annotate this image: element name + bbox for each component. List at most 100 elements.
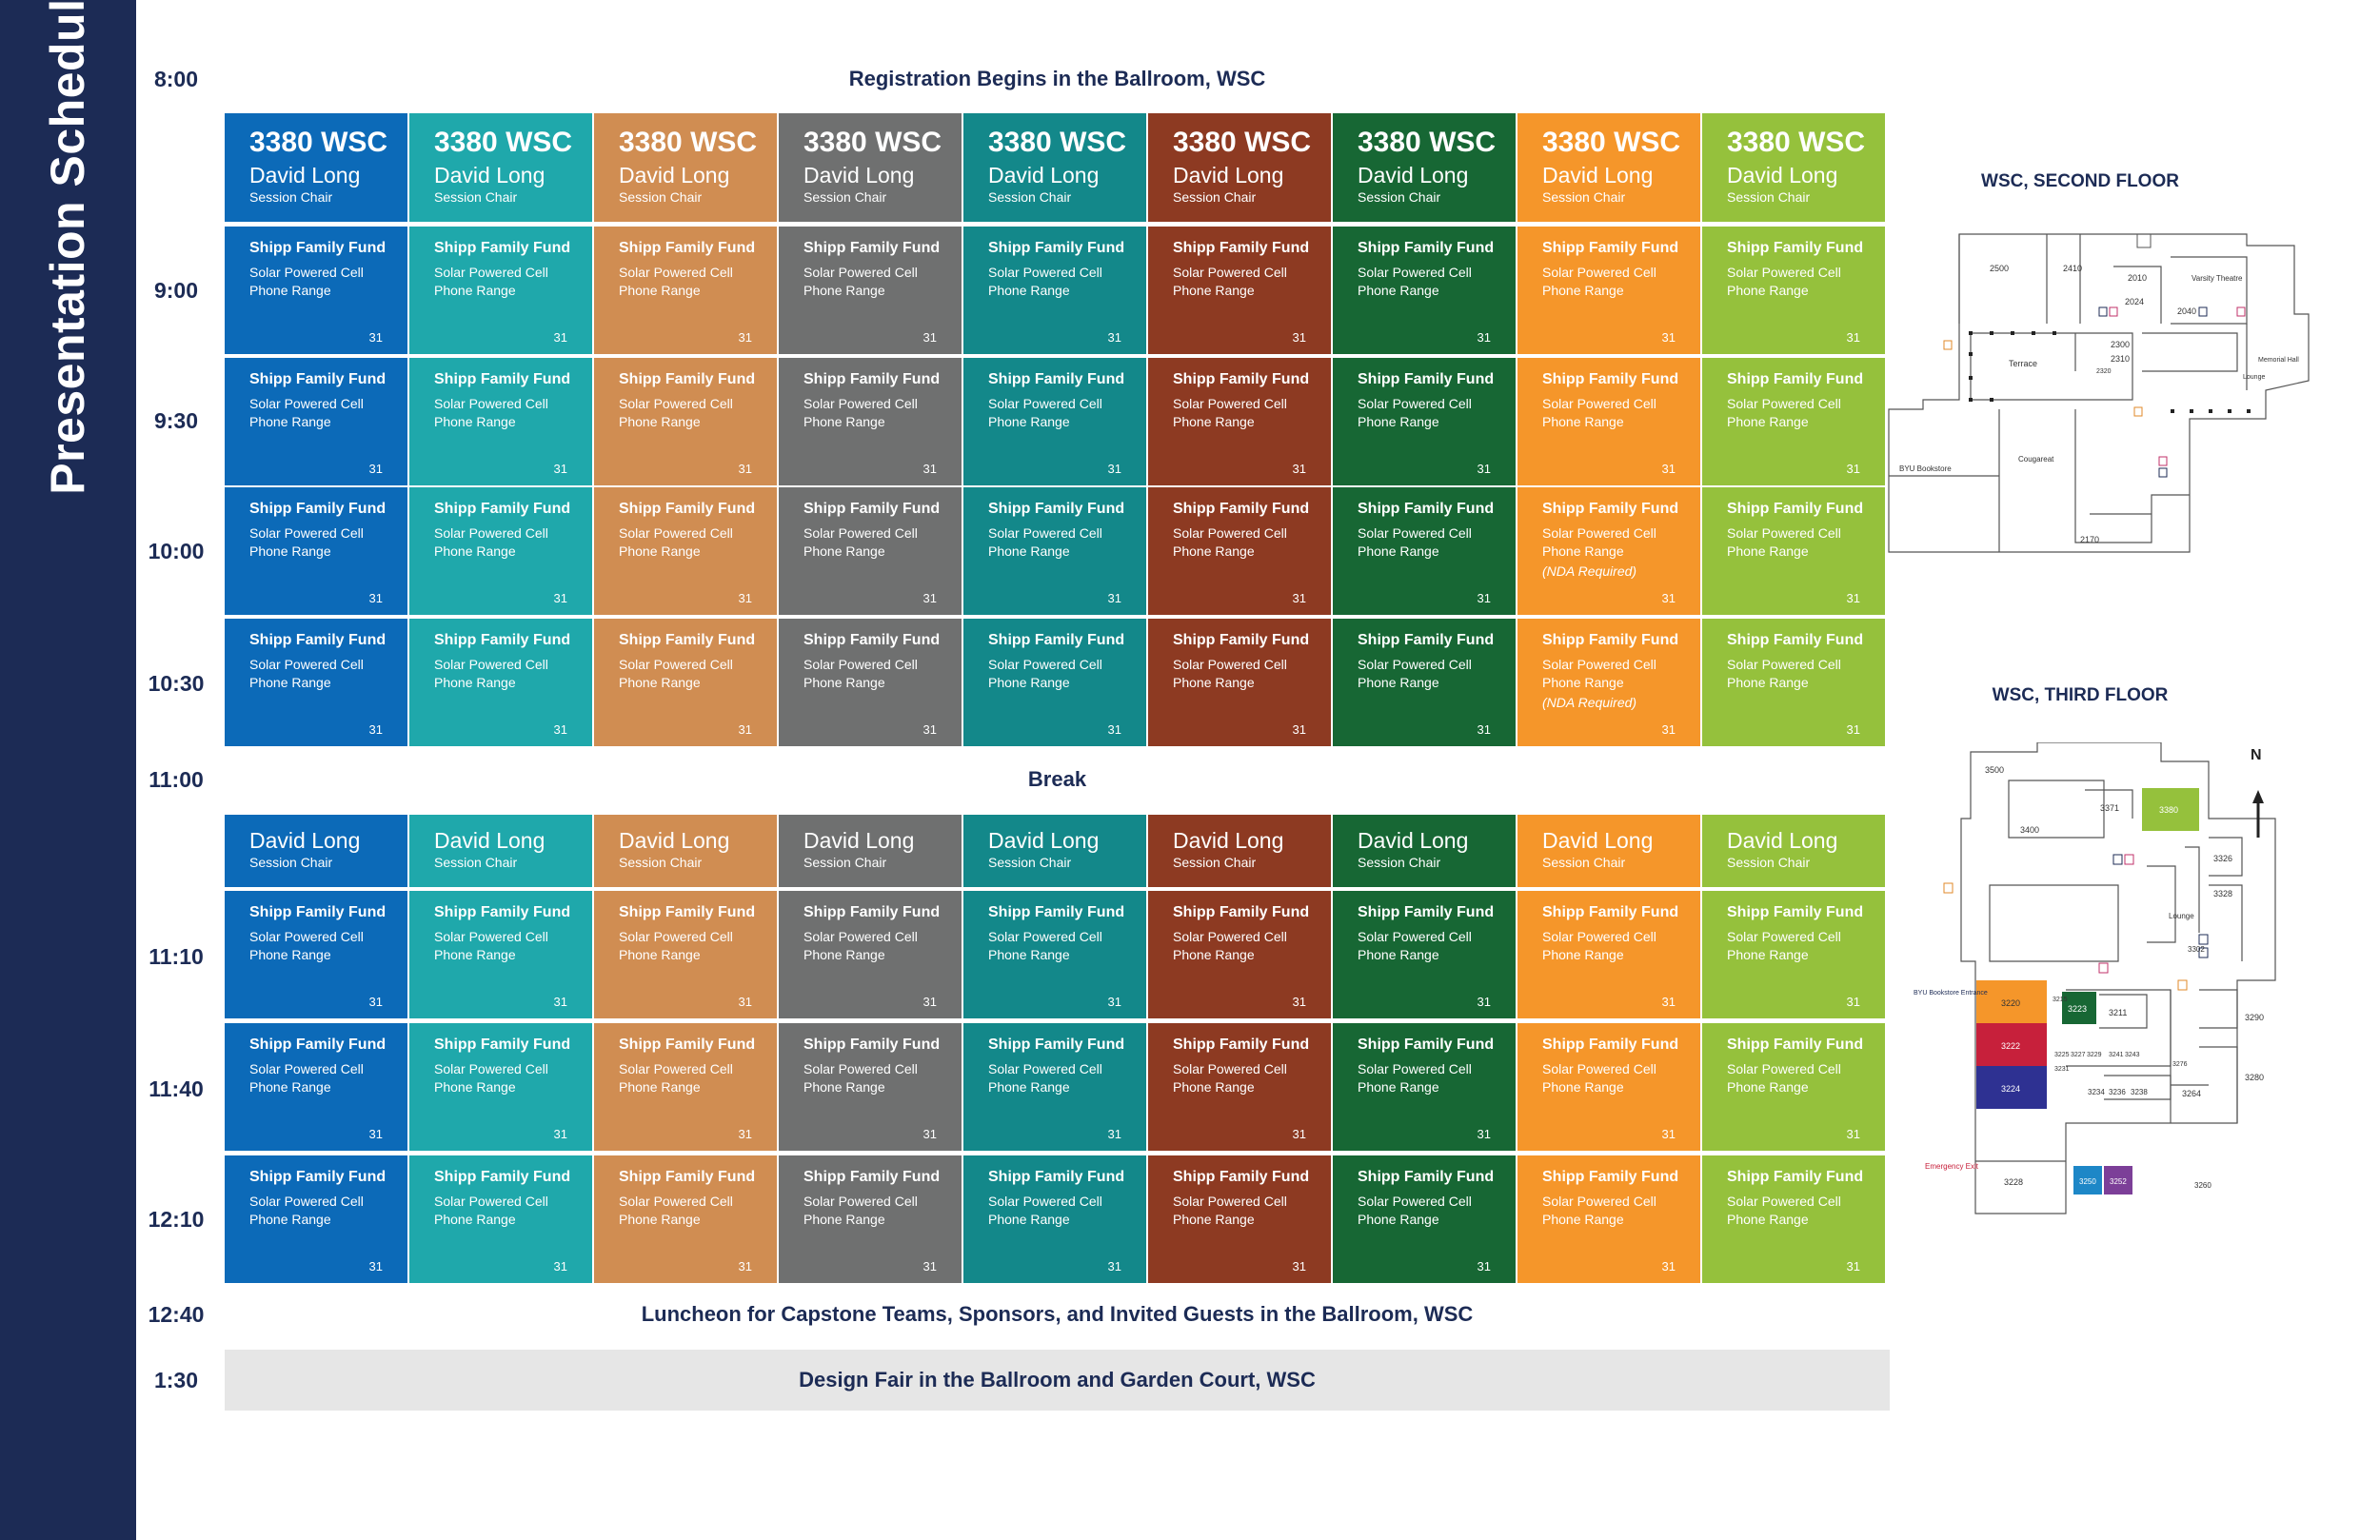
session-cell: Shipp Family Fund Solar Powered Cell Phone… <box>225 487 407 615</box>
team-number: 31 <box>368 722 383 737</box>
team-number: 31 <box>368 1259 383 1273</box>
team-number: 31 <box>1107 591 1121 605</box>
session-chair-name: David Long <box>1358 828 1469 853</box>
team-number: 31 <box>553 591 567 605</box>
sponsor-name: Shipp Family Fund <box>1358 904 1495 920</box>
team-number: 31 <box>1477 1127 1491 1141</box>
map-label: Terrace <box>2009 359 2037 368</box>
session-cell: Shipp Family Fund Solar Powered Cell Phone… <box>1148 358 1331 485</box>
project-title-line: Phone Range <box>1358 1079 1439 1095</box>
team-number: 31 <box>553 722 567 737</box>
sponsor-name: Shipp Family Fund <box>803 371 941 387</box>
page-title: Presentation Schedule <box>41 0 94 495</box>
session-cell: Shipp Family Fund Solar Powered Cell Phone… <box>1333 1155 1516 1283</box>
session-chair-role: Session Chair <box>434 855 518 870</box>
team-number: 31 <box>553 995 567 1009</box>
team-number: 31 <box>553 462 567 476</box>
sponsor-name: Shipp Family Fund <box>434 632 571 648</box>
project-title-line: Phone Range <box>434 947 516 962</box>
project-title-line: Solar Powered Cell <box>249 525 364 541</box>
sidebar: Presentation Schedule <box>0 0 136 1540</box>
session-chair-name: David Long <box>1173 163 1284 188</box>
team-number: 31 <box>922 1259 937 1273</box>
project-title-line: Solar Powered Cell <box>434 929 548 944</box>
team-number: 31 <box>922 462 937 476</box>
sponsor-name: Shipp Family Fund <box>434 240 571 256</box>
session-cell: Shipp Family Fund Solar Powered Cell Phone… <box>1517 1155 1700 1283</box>
sponsor-name: Shipp Family Fund <box>619 1169 756 1185</box>
session-cell: Shipp Family Fund Solar Powered Cell Phone… <box>594 619 777 746</box>
project-title-line: Phone Range <box>1358 283 1439 298</box>
sponsor-name: Shipp Family Fund <box>1358 240 1495 256</box>
project-title-line: Solar Powered Cell <box>1173 1061 1287 1076</box>
map-label: 3223 <box>2068 1004 2087 1014</box>
session-cell: Shipp Family Fund Solar Powered Cell Phone… <box>409 487 592 615</box>
team-number: 31 <box>368 995 383 1009</box>
team-number: 31 <box>1477 591 1491 605</box>
session-cell: Shipp Family Fund Solar Powered Cell Phone… <box>225 891 407 1018</box>
project-title-line: Solar Powered Cell <box>1727 525 1841 541</box>
project-title-line: Phone Range <box>1358 1212 1439 1227</box>
project-title-line: Phone Range <box>803 414 885 429</box>
sponsor-name: Shipp Family Fund <box>434 501 571 517</box>
project-title-line: Solar Powered Cell <box>803 396 918 411</box>
project-title-line: Phone Range <box>1727 675 1809 690</box>
session-cell: Shipp Family Fund Solar Powered Cell Phone… <box>1702 358 1885 485</box>
project-title-line: Phone Range <box>1727 947 1809 962</box>
sponsor-name: Shipp Family Fund <box>1173 632 1310 648</box>
team-number: 31 <box>922 330 937 345</box>
team-number: 31 <box>738 722 752 737</box>
luncheon-banner: Luncheon for Capstone Teams, Sponsors, a… <box>641 1302 1474 1326</box>
project-title-line: Solar Powered Cell <box>249 265 364 280</box>
project-title-line: Solar Powered Cell <box>1358 1194 1472 1209</box>
project-title-line: Phone Range <box>988 1079 1070 1095</box>
project-title-line: Phone Range <box>619 1212 701 1227</box>
project-title-line: Solar Powered Cell <box>1542 1061 1656 1076</box>
session-chair-cell: David Long Session Chair <box>1148 815 1331 887</box>
session-cell: Shipp Family Fund Solar Powered Cell Phone… <box>963 891 1146 1018</box>
map-label: 3500 <box>1985 765 2004 775</box>
team-number: 31 <box>738 995 752 1009</box>
sponsor-name: Shipp Family Fund <box>619 240 756 256</box>
map-label: 2410 <box>2063 264 2082 273</box>
session-cell: Shipp Family Fund Solar Powered Cell Phone… <box>1333 891 1516 1018</box>
room-header-cell: 3380 WSC David Long Session Chair <box>779 113 962 222</box>
map-label: 3238 <box>2131 1088 2148 1096</box>
time-label: 9:30 <box>153 408 199 433</box>
map-label: 2010 <box>2128 273 2147 283</box>
session-cell: Shipp Family Fund Solar Powered Cell Phone… <box>1333 358 1516 485</box>
project-title-line: Solar Powered Cell <box>988 657 1102 672</box>
project-title-line: Phone Range <box>619 414 701 429</box>
project-title-line: Phone Range <box>1542 675 1624 690</box>
session-chair-role: Session Chair <box>619 855 703 870</box>
team-number: 31 <box>922 722 937 737</box>
room-name: 3380 WSC <box>619 127 758 158</box>
session-cell: Shipp Family Fund Solar Powered Cell Phone… <box>779 619 962 746</box>
team-number: 31 <box>738 1127 752 1141</box>
session-chair-role: Session Chair <box>1542 855 1626 870</box>
map-label: 3302 <box>2188 945 2205 954</box>
time-label: 12:40 <box>148 1302 205 1327</box>
sponsor-name: Shipp Family Fund <box>249 240 387 256</box>
sponsor-name: Shipp Family Fund <box>988 632 1125 648</box>
session-chair-role: Session Chair <box>1727 189 1811 205</box>
session-cell: Shipp Family Fund Solar Powered Cell Phone… <box>594 1155 777 1283</box>
map-label: 3236 <box>2109 1088 2126 1096</box>
session-chair-name: David Long <box>249 163 361 188</box>
project-title-line: Phone Range <box>619 283 701 298</box>
session-chair-role: Session Chair <box>1173 189 1257 205</box>
sponsor-name: Shipp Family Fund <box>619 1037 756 1053</box>
project-title-line: Phone Range <box>619 675 701 690</box>
team-number: 31 <box>368 1127 383 1141</box>
project-title-line: Phone Range <box>1727 414 1809 429</box>
session-chair-cell: David Long Session Chair <box>963 815 1146 887</box>
sponsor-name: Shipp Family Fund <box>1542 501 1679 517</box>
session-chair-name: David Long <box>1727 163 1838 188</box>
project-title-line: Solar Powered Cell <box>1358 1061 1472 1076</box>
project-title-line: Phone Range <box>1542 543 1624 559</box>
project-title-line: Solar Powered Cell <box>619 525 733 541</box>
project-title-line: Phone Range <box>1542 414 1624 429</box>
project-title-line: Solar Powered Cell <box>1358 265 1472 280</box>
session-chair-name: David Long <box>619 828 730 853</box>
map-label: 3326 <box>2213 854 2232 863</box>
